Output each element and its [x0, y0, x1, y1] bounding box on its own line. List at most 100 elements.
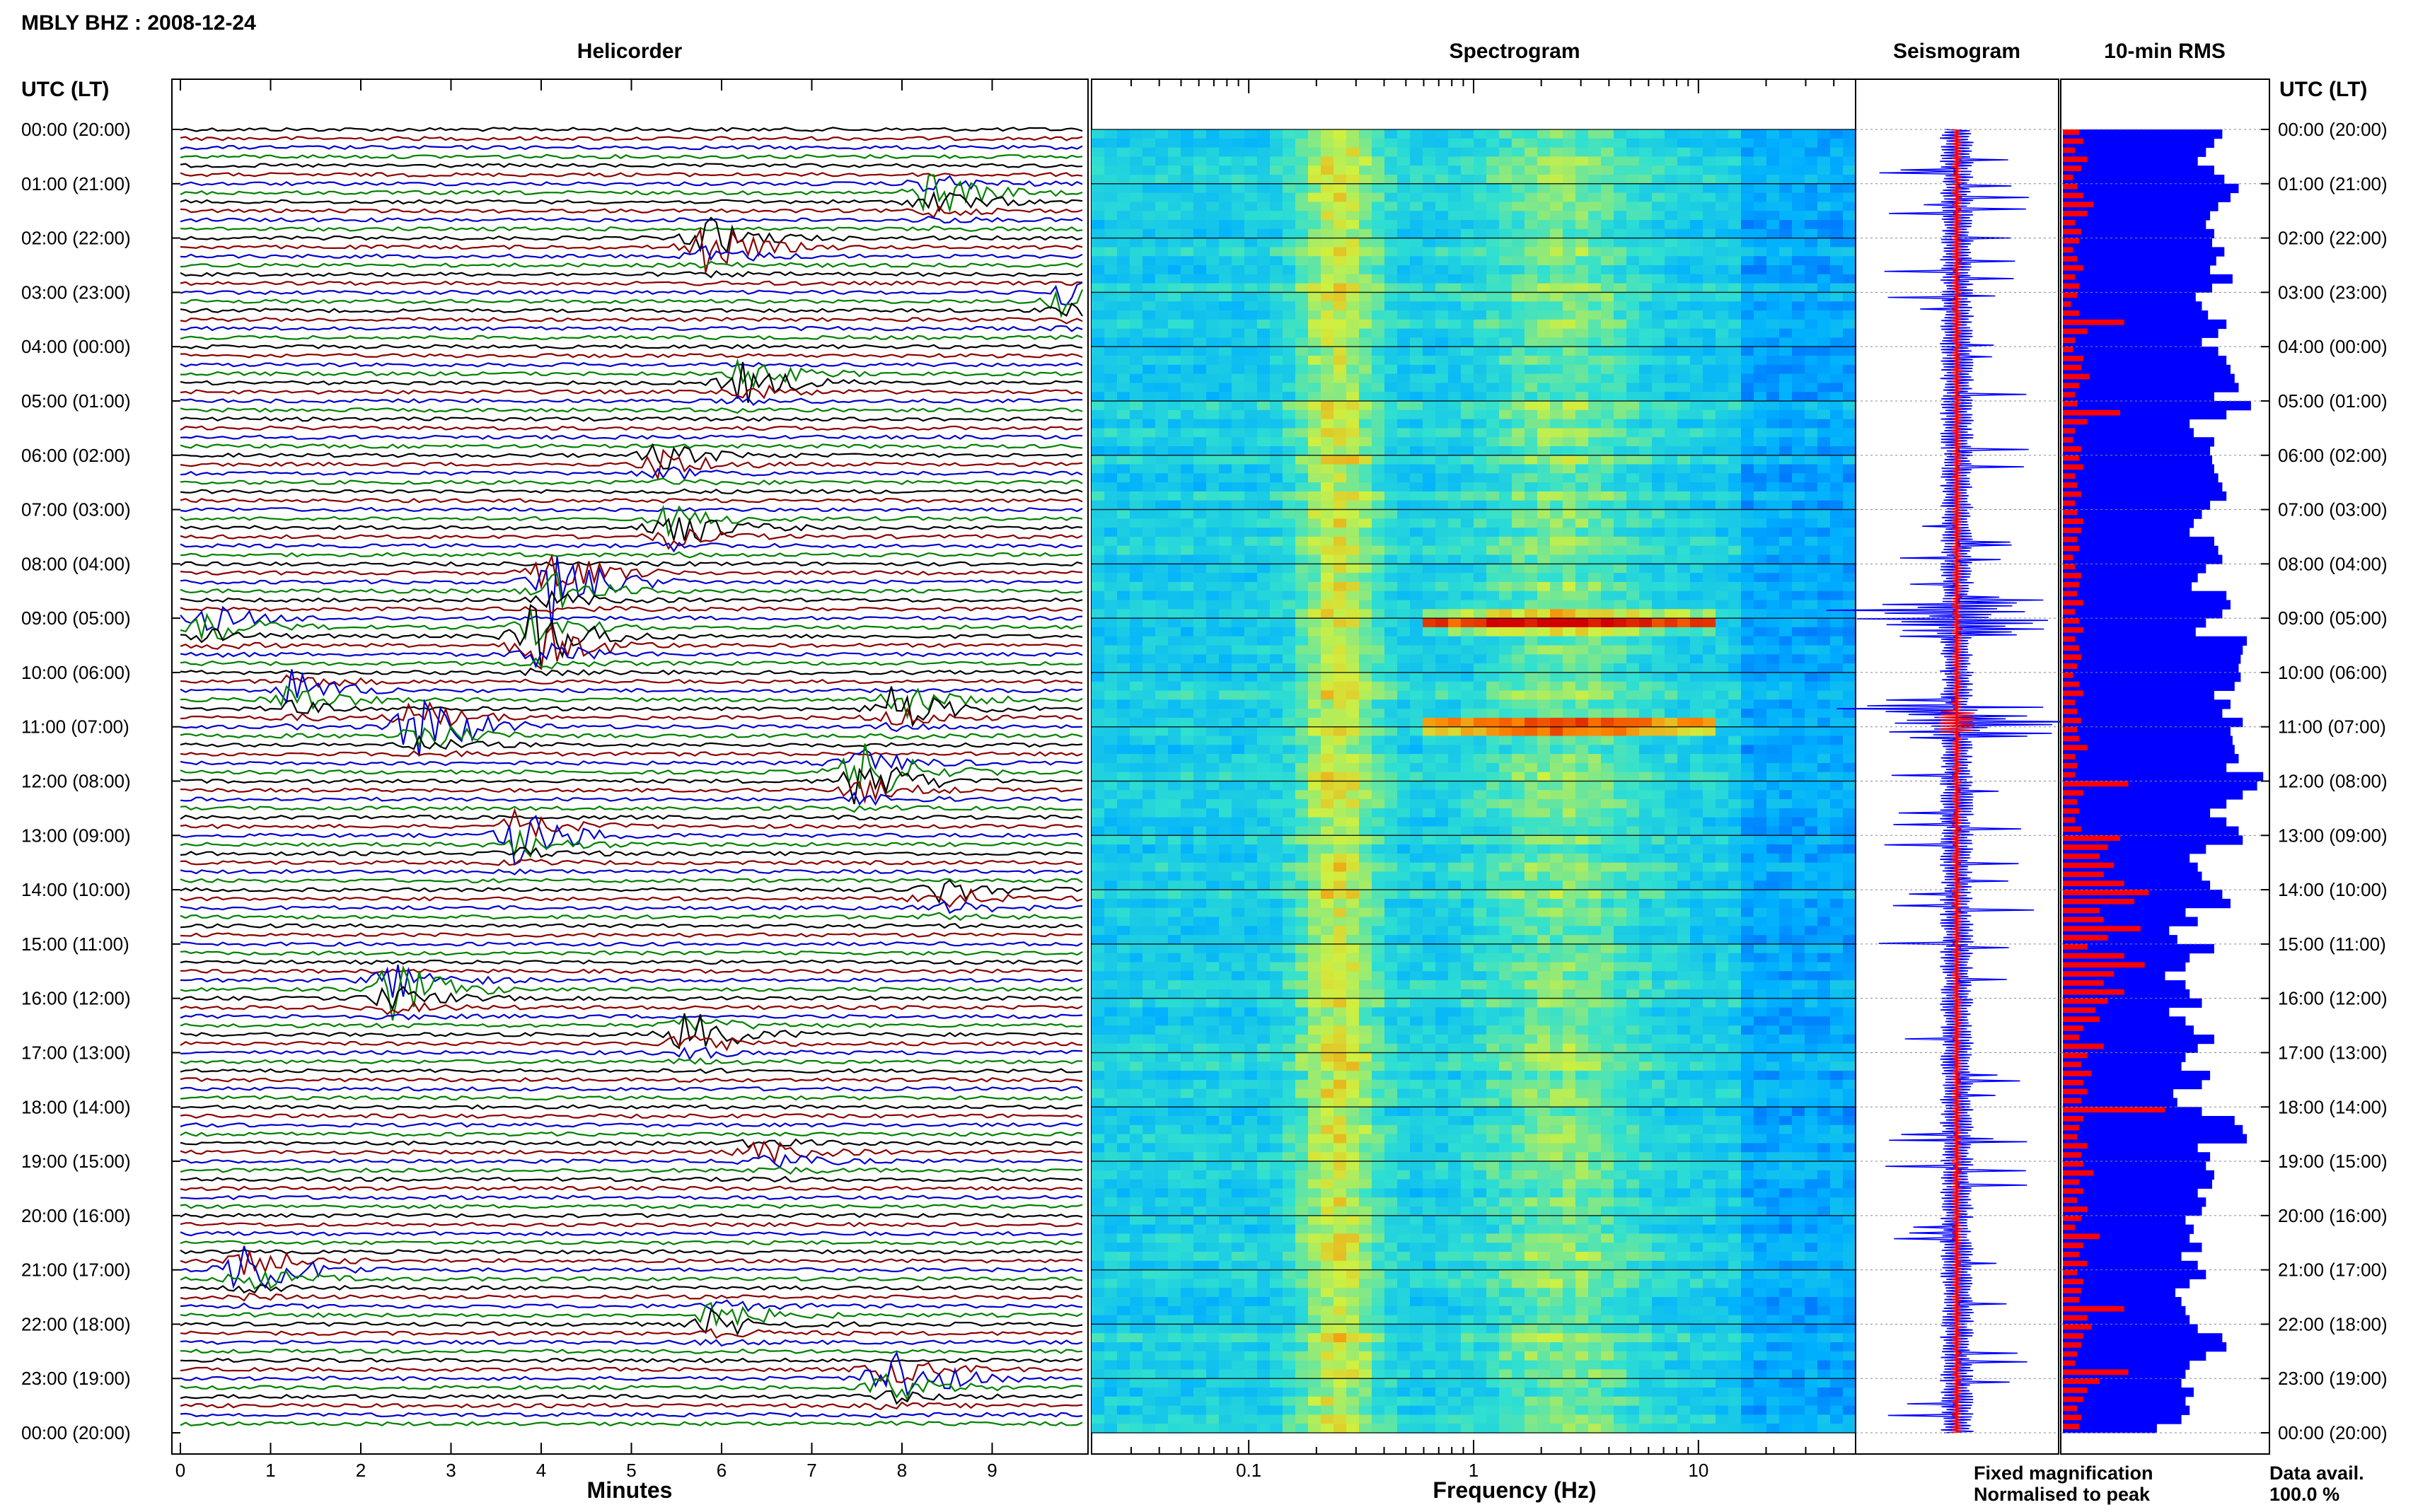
spectrogram-cell: [1652, 265, 1665, 275]
spectrogram-cell: [1805, 211, 1818, 221]
spectrogram-cell: [1601, 328, 1614, 338]
spectrogram-cell: [1525, 428, 1538, 438]
spectrogram-cell: [1410, 609, 1423, 619]
spectrogram-cell: [1283, 337, 1296, 347]
spectrogram-cell: [1448, 228, 1462, 239]
spectrogram-cell: [1690, 319, 1703, 330]
spectrogram-cell: [1283, 183, 1296, 194]
spectrogram-cell: [1244, 844, 1258, 854]
spectrogram-cell: [1232, 545, 1245, 556]
spectrogram-cell: [1766, 681, 1780, 692]
spectrogram-cell: [1728, 383, 1742, 392]
spectrogram-cell: [1461, 373, 1474, 383]
spectrogram-cell: [1359, 437, 1372, 447]
spectrogram-cell: [1321, 600, 1334, 610]
spectrogram-cell: [1741, 581, 1754, 592]
spectrogram-cell: [1474, 735, 1487, 745]
spectrogram-cell: [1805, 183, 1818, 194]
spectrogram-cell: [1486, 220, 1500, 230]
spectrogram-cell: [1359, 826, 1372, 836]
spectrogram-cell: [1321, 554, 1334, 564]
spectrogram-cell: [1270, 581, 1283, 592]
spectrogram-cell: [1716, 337, 1729, 347]
spectrogram-cell: [1499, 844, 1512, 854]
helicorder-trace: [180, 1104, 1083, 1110]
spectrogram-cell: [1779, 835, 1793, 845]
spectrogram-cell: [1423, 156, 1436, 166]
spectrogram-cell: [1384, 265, 1398, 275]
spectrogram-cell: [1614, 283, 1627, 293]
spectrogram-cell: [1181, 781, 1194, 791]
spectrogram-cell: [1168, 581, 1181, 592]
spectrogram-cell: [1537, 754, 1551, 764]
spectrogram-cell: [1601, 175, 1614, 185]
helicorder-trace: [180, 1138, 1083, 1148]
spectrogram-cell: [1703, 356, 1716, 366]
spectrogram-cell: [1372, 373, 1385, 383]
spectrogram-cell: [1193, 392, 1207, 402]
spectrogram-cell: [1155, 564, 1169, 574]
spectrogram-cell: [1397, 844, 1411, 854]
spectrogram-cell: [1448, 364, 1462, 375]
spectrogram-cell: [1626, 726, 1640, 737]
spectrogram-cell: [1423, 609, 1436, 619]
spectrogram-cell: [1435, 545, 1449, 556]
spectrogram-cell: [1512, 364, 1525, 375]
spectrogram-cell: [1270, 518, 1283, 528]
helicorder-trace: [180, 434, 1083, 440]
helicorder-trace: [180, 1077, 1083, 1083]
spectrogram-cell: [1614, 392, 1627, 402]
spectrogram-cell: [1423, 790, 1436, 800]
spectrogram-cell: [1384, 409, 1398, 420]
spectrogram-cell: [1652, 419, 1665, 429]
spectrogram-cell: [1232, 645, 1245, 655]
spectrogram-cell: [1817, 165, 1831, 175]
spectrogram-cell: [1181, 310, 1194, 320]
spectrogram-cell: [1665, 129, 1678, 139]
spectrogram-cell: [1792, 464, 1805, 474]
spectrogram-cell: [1359, 138, 1372, 149]
spectrogram-cell: [1321, 591, 1334, 601]
spectrogram-cell: [1525, 709, 1538, 719]
spectrogram-cell: [1104, 745, 1118, 755]
spectrogram-cell: [1716, 437, 1729, 447]
spectrogram-cell: [1384, 228, 1398, 239]
spectrogram-cell: [1359, 618, 1372, 628]
spectrogram-cell: [1461, 554, 1474, 564]
spectrogram-cell: [1283, 709, 1296, 719]
spectrogram-cell: [1308, 817, 1321, 827]
spectrogram-cell: [1766, 409, 1780, 420]
spectrogram-cell: [1614, 790, 1627, 800]
spectrogram-cell: [1779, 491, 1793, 501]
spectrogram-cell: [1244, 401, 1258, 411]
spectrogram-cell: [1690, 762, 1703, 773]
spectrogram-cell: [1716, 844, 1729, 854]
spectrogram-cell: [1677, 473, 1691, 483]
spectrogram-cell: [1499, 274, 1512, 284]
spectrogram-cell: [1232, 292, 1245, 302]
spectrogram-cell: [1754, 247, 1767, 257]
spectrogram-cell: [1104, 772, 1118, 782]
spectrogram-cell: [1805, 491, 1818, 501]
spectrogram-cell: [1614, 717, 1627, 728]
spectrogram-cell: [1512, 826, 1525, 836]
spectrogram-cell: [1384, 473, 1398, 483]
spectrogram-cell: [1665, 528, 1678, 537]
spectrogram-cell: [1779, 573, 1793, 583]
spectrogram-cell: [1575, 455, 1589, 465]
spectrogram-cell: [1639, 337, 1653, 347]
spectrogram-cell: [1155, 347, 1169, 356]
spectrogram-cell: [1728, 428, 1742, 438]
spectrogram-cell: [1143, 636, 1156, 646]
helicorder-trace: [180, 1361, 1083, 1384]
spectrogram-cell: [1283, 347, 1296, 356]
spectrogram-cell: [1283, 129, 1296, 139]
spectrogram-cell: [1410, 772, 1423, 782]
spectrogram-cell: [1741, 455, 1754, 465]
spectrogram-cell: [1626, 165, 1640, 175]
spectrogram-cell: [1601, 473, 1614, 483]
spectrogram-cell: [1601, 364, 1614, 375]
spectrogram-cell: [1537, 690, 1551, 700]
spectrogram-cell: [1219, 455, 1232, 465]
spectrogram-cell: [1805, 772, 1818, 782]
